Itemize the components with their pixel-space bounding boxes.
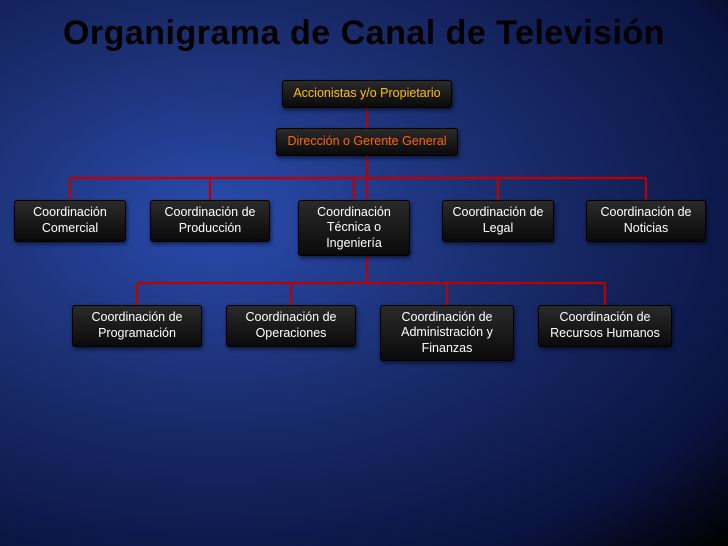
node-r1c5: Coordinación de Noticias [586, 200, 706, 242]
node-owner: Accionistas y/o Propietario [282, 80, 452, 108]
node-label: Coordinación de Programación [79, 310, 195, 341]
node-r1c1: Coordinación Comercial [14, 200, 126, 242]
node-r2c2: Coordinación de Operaciones [226, 305, 356, 347]
node-label: Coordinación de Noticias [593, 205, 699, 236]
node-label: Coordinación de Producción [157, 205, 263, 236]
node-label: Coordinación de Legal [449, 205, 547, 236]
node-r1c4: Coordinación de Legal [442, 200, 554, 242]
node-label: Coordinación de Administración y Finanza… [387, 310, 507, 357]
node-r2c1: Coordinación de Programación [72, 305, 202, 347]
page-title: Organigrama de Canal de Televisión [0, 0, 728, 53]
node-r2c3: Coordinación de Administración y Finanza… [380, 305, 514, 361]
node-label: Dirección o Gerente General [287, 134, 446, 150]
node-r1c2: Coordinación de Producción [150, 200, 270, 242]
org-chart: Accionistas y/o Propietario Dirección o G… [0, 70, 728, 546]
node-r1c3: Coordinación Técnica o Ingeniería [298, 200, 410, 256]
node-label: Coordinación de Recursos Humanos [545, 310, 665, 341]
node-label: Coordinación Técnica o Ingeniería [305, 205, 403, 252]
node-r2c4: Coordinación de Recursos Humanos [538, 305, 672, 347]
node-label: Accionistas y/o Propietario [293, 86, 440, 102]
node-mgr: Dirección o Gerente General [276, 128, 458, 156]
node-label: Coordinación de Operaciones [233, 310, 349, 341]
node-label: Coordinación Comercial [21, 205, 119, 236]
